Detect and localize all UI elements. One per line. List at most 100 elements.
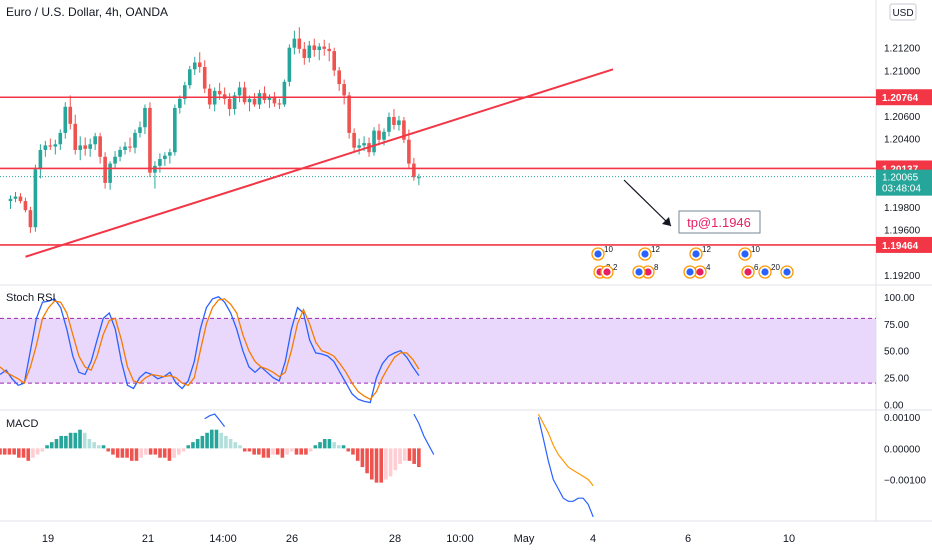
candle-body[interactable] [402,120,406,140]
macd-hist-bar[interactable] [219,432,223,449]
macd-hist-bar[interactable] [111,448,115,455]
macd-hist-bar[interactable] [162,448,167,458]
candle-body[interactable] [143,107,147,128]
macd-hist-bar[interactable] [87,439,92,449]
candle-body[interactable] [123,146,127,150]
macd-hist-bar[interactable] [238,445,242,449]
candle-body[interactable] [197,62,202,68]
macd-hist-bar[interactable] [257,448,261,455]
macd-hist-bar[interactable] [139,448,143,458]
macd-hist-bar[interactable] [17,448,21,458]
macd-hist-bar[interactable] [177,448,181,455]
candle-body[interactable] [252,98,257,105]
candle-body[interactable] [232,95,237,110]
macd-hist-bar[interactable] [101,445,106,449]
macd-hist-bar[interactable] [205,432,209,449]
macd-hist-bar[interactable] [68,432,73,449]
candle-body[interactable] [217,90,222,95]
candle-body[interactable] [168,152,172,156]
macd-line[interactable] [413,413,435,455]
macd-hist-bar[interactable] [0,448,2,455]
candle-body[interactable] [13,196,18,199]
macd-hist-bar[interactable] [332,442,336,449]
macd-hist-bar[interactable] [337,445,341,449]
candle-body[interactable] [322,46,327,49]
macd-hist-bar[interactable] [209,429,214,449]
candle-body[interactable] [23,201,28,211]
macd-hist-bar[interactable] [341,445,346,449]
candle-body[interactable] [58,132,63,145]
macd-hist-bar[interactable] [266,448,271,458]
macd-hist-bar[interactable] [299,448,304,455]
macd-hist-bar[interactable] [120,448,125,458]
tp-annotation[interactable]: tp@1.1946 [678,210,761,234]
candle-body[interactable] [187,69,192,86]
candle-body[interactable] [103,156,107,183]
candle-body[interactable] [267,96,272,100]
macd-hist-bar[interactable] [407,448,412,461]
macd-hist-bar[interactable] [31,448,35,458]
candle-body[interactable] [377,130,381,140]
candle-body[interactable] [307,45,312,58]
macd-hist-bar[interactable] [308,448,313,452]
macd-hist-bar[interactable] [360,448,365,468]
candle-body[interactable] [173,107,177,153]
macd-hist-bar[interactable] [384,448,388,480]
macd-hist-bar[interactable] [388,448,393,477]
macd-hist-bar[interactable] [181,448,186,452]
candle-body[interactable] [412,163,416,178]
macd-hist-bar[interactable] [12,448,16,455]
macd-hist-bar[interactable] [224,435,228,449]
candle-body[interactable] [133,132,137,148]
macd-hist-bar[interactable] [125,448,129,458]
macd-hist-bar[interactable] [73,432,78,449]
macd-hist-bar[interactable] [228,439,233,449]
macd-hist-bar[interactable] [172,448,176,458]
target-arrow[interactable] [623,179,672,227]
candle-body[interactable] [178,98,182,108]
candle-body[interactable] [88,144,92,149]
candle-body[interactable] [392,117,396,125]
candle-body[interactable] [382,131,386,140]
macd-hist-bar[interactable] [304,448,308,455]
macd-hist-bar[interactable] [252,448,256,455]
macd-hist-bar[interactable] [167,448,172,461]
candle-body[interactable] [327,48,332,52]
candle-body[interactable] [43,145,48,150]
macd-hist-bar[interactable] [402,448,407,461]
candle-body[interactable] [83,145,87,149]
macd-hist-bar[interactable] [261,448,266,458]
trendline[interactable] [25,68,614,258]
macd-hist-bar[interactable] [59,435,63,449]
macd-hist-bar[interactable] [271,448,275,455]
macd-hist-bar[interactable] [191,442,195,449]
candle-body[interactable] [8,198,13,202]
candle-body[interactable] [332,51,336,71]
candle-body[interactable] [317,46,322,50]
macd-hist-bar[interactable] [92,442,96,449]
macd-hist-bar[interactable] [374,448,379,483]
candle-body[interactable] [18,196,23,202]
macd-hist-bar[interactable] [148,448,153,455]
currency-badge[interactable]: USD [889,3,917,21]
macd-hist-bar[interactable] [82,432,87,449]
candle-body[interactable] [93,136,97,145]
candle-body[interactable] [272,96,277,104]
macd-hist-bar[interactable] [289,448,294,452]
candle-body[interactable] [357,145,361,148]
macd-hist-bar[interactable] [2,448,7,455]
macd-hist-bar[interactable] [35,448,40,455]
macd-hist-bar[interactable] [398,448,402,464]
macd-hist-bar[interactable] [365,448,369,474]
stoch-k-line[interactable] [0,296,420,404]
candle-body[interactable] [33,169,38,228]
candle-body[interactable] [158,159,162,166]
macd-hist-bar[interactable] [49,442,54,449]
candle-body[interactable] [362,143,366,146]
macd-hist-bar[interactable] [379,448,384,483]
candle-body[interactable] [108,163,112,183]
macd-hist-bar[interactable] [417,448,421,468]
macd-hist-bar[interactable] [412,448,416,464]
candle-body[interactable] [68,106,73,124]
candle-body[interactable] [417,177,421,179]
